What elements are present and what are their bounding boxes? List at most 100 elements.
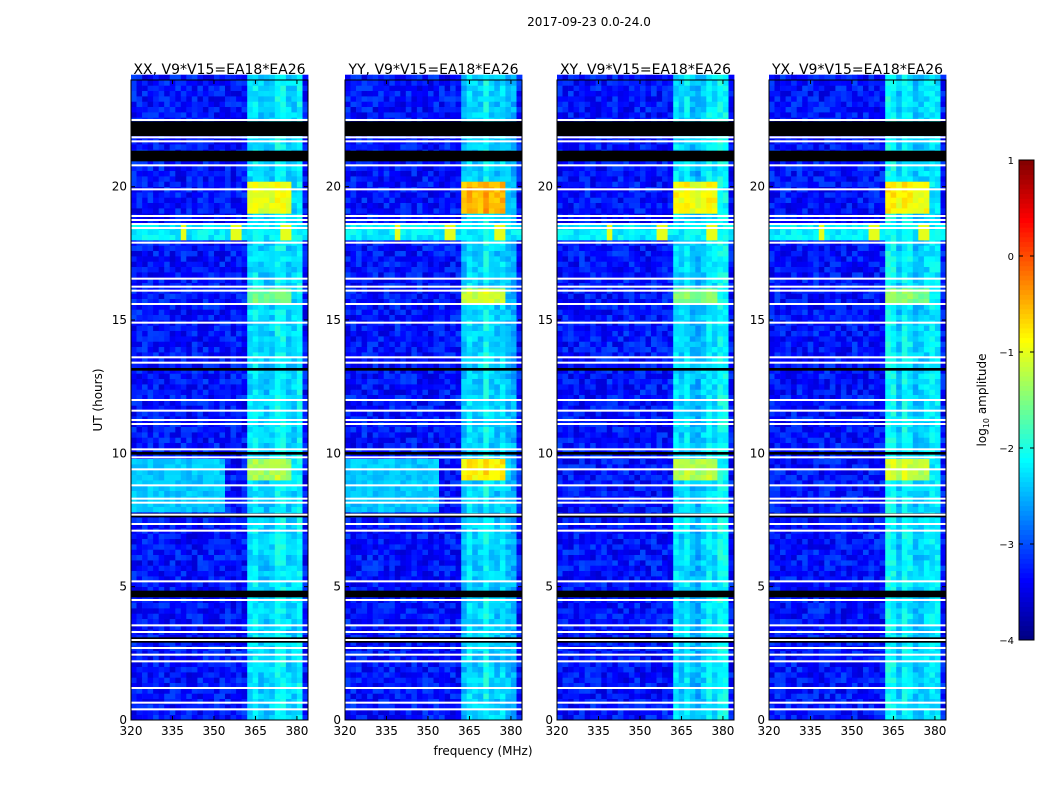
heatmap-cell: [131, 272, 137, 278]
flagged-row: [131, 631, 308, 633]
heatmap-cell: [231, 608, 237, 614]
heatmap-cell: [175, 107, 181, 113]
heatmap-cell: [286, 459, 292, 465]
heatmap-cell: [269, 341, 275, 347]
heatmap-cell: [236, 96, 242, 102]
heatmap-cell: [186, 672, 192, 678]
heatmap-cell: [286, 80, 292, 86]
heatmap-cell: [192, 267, 198, 273]
heatmap-cell: [164, 267, 170, 273]
heatmap-cell: [142, 96, 148, 102]
heatmap-cell: [181, 293, 187, 299]
heatmap-cell: [275, 555, 281, 561]
heatmap-cell: [225, 112, 231, 118]
heatmap-cell: [280, 315, 286, 321]
heatmap-cell: [197, 693, 203, 699]
heatmap-cell: [422, 672, 428, 678]
heatmap-cell: [373, 560, 379, 566]
heatmap-cell: [280, 619, 286, 625]
heatmap-cell: [351, 667, 357, 673]
heatmap-cell: [286, 571, 292, 577]
heatmap-cell: [175, 80, 181, 86]
heatmap-cell: [297, 171, 303, 177]
heatmap-cell: [164, 203, 170, 209]
heatmap-cell: [214, 539, 220, 545]
heatmap-cell: [214, 491, 220, 497]
heatmap-cell: [192, 533, 198, 539]
heatmap-cell: [164, 171, 170, 177]
heatmap-cell: [148, 309, 154, 315]
heatmap-cell: [131, 432, 137, 438]
heatmap-cell: [148, 293, 154, 299]
heatmap-cell: [362, 544, 368, 550]
heatmap-cell: [148, 565, 154, 571]
heatmap-cell: [472, 571, 478, 577]
heatmap-cell: [142, 176, 148, 182]
heatmap-cell: [142, 85, 148, 91]
heatmap-cell: [456, 667, 462, 673]
heatmap-cell: [170, 347, 176, 353]
heatmap-cell: [450, 560, 456, 566]
heatmap-cell: [450, 613, 456, 619]
heatmap-cell: [445, 677, 451, 683]
heatmap-cell: [242, 608, 248, 614]
heatmap-cell: [208, 91, 214, 97]
heatmap-cell: [175, 565, 181, 571]
heatmap-cell: [450, 549, 456, 555]
heatmap-cell: [214, 91, 220, 97]
flagged-row: [131, 290, 308, 292]
heatmap-cell: [142, 677, 148, 683]
heatmap-cell: [258, 677, 264, 683]
heatmap-cell: [225, 208, 231, 214]
heatmap-cell: [192, 235, 198, 241]
heatmap-cell: [231, 507, 237, 513]
heatmap-cell: [275, 208, 281, 214]
heatmap-cell: [203, 315, 209, 321]
heatmap-cell: [428, 560, 434, 566]
heatmap-cell: [137, 677, 143, 683]
heatmap-cell: [148, 555, 154, 561]
heatmap-cell: [203, 432, 209, 438]
heatmap-cell: [208, 267, 214, 273]
heatmap-cell: [197, 443, 203, 449]
heatmap-cell: [275, 549, 281, 555]
heatmap-cell: [192, 373, 198, 379]
heatmap-cell: [253, 560, 259, 566]
heatmap-cell: [378, 672, 384, 678]
heatmap-cell: [264, 571, 270, 577]
heatmap-cell: [291, 672, 297, 678]
heatmap-cell: [214, 560, 220, 566]
heatmap-cell: [247, 235, 253, 241]
heatmap-cell: [351, 571, 357, 577]
heatmap-cell: [131, 341, 137, 347]
heatmap-cell: [153, 427, 159, 433]
heatmap-cell: [131, 85, 137, 91]
heatmap-cell: [175, 437, 181, 443]
heatmap-cell: [192, 437, 198, 443]
heatmap-cell: [264, 267, 270, 273]
heatmap-cell: [264, 309, 270, 315]
heatmap-cell: [242, 107, 248, 113]
heatmap-cell: [264, 80, 270, 86]
heatmap-cell: [181, 475, 187, 481]
heatmap-cell: [445, 571, 451, 577]
heatmap-cell: [253, 459, 259, 465]
heatmap-cell: [208, 619, 214, 625]
heatmap-cell: [269, 309, 275, 315]
heatmap-cell: [208, 432, 214, 438]
heatmap-cell: [231, 85, 237, 91]
heatmap-cell: [275, 235, 281, 241]
heatmap-cell: [291, 267, 297, 273]
heatmap-cell: [220, 619, 226, 625]
heatmap-cell: [131, 325, 137, 331]
heatmap-cell: [159, 325, 165, 331]
heatmap-cell: [258, 619, 264, 625]
heatmap-cell: [286, 341, 292, 347]
heatmap-cell: [142, 112, 148, 118]
heatmap-cell: [148, 235, 154, 241]
heatmap-cell: [505, 560, 511, 566]
heatmap-cell: [286, 245, 292, 251]
heatmap-cell: [225, 619, 231, 625]
flagged-row: [131, 687, 308, 689]
heatmap-cell: [186, 491, 192, 497]
